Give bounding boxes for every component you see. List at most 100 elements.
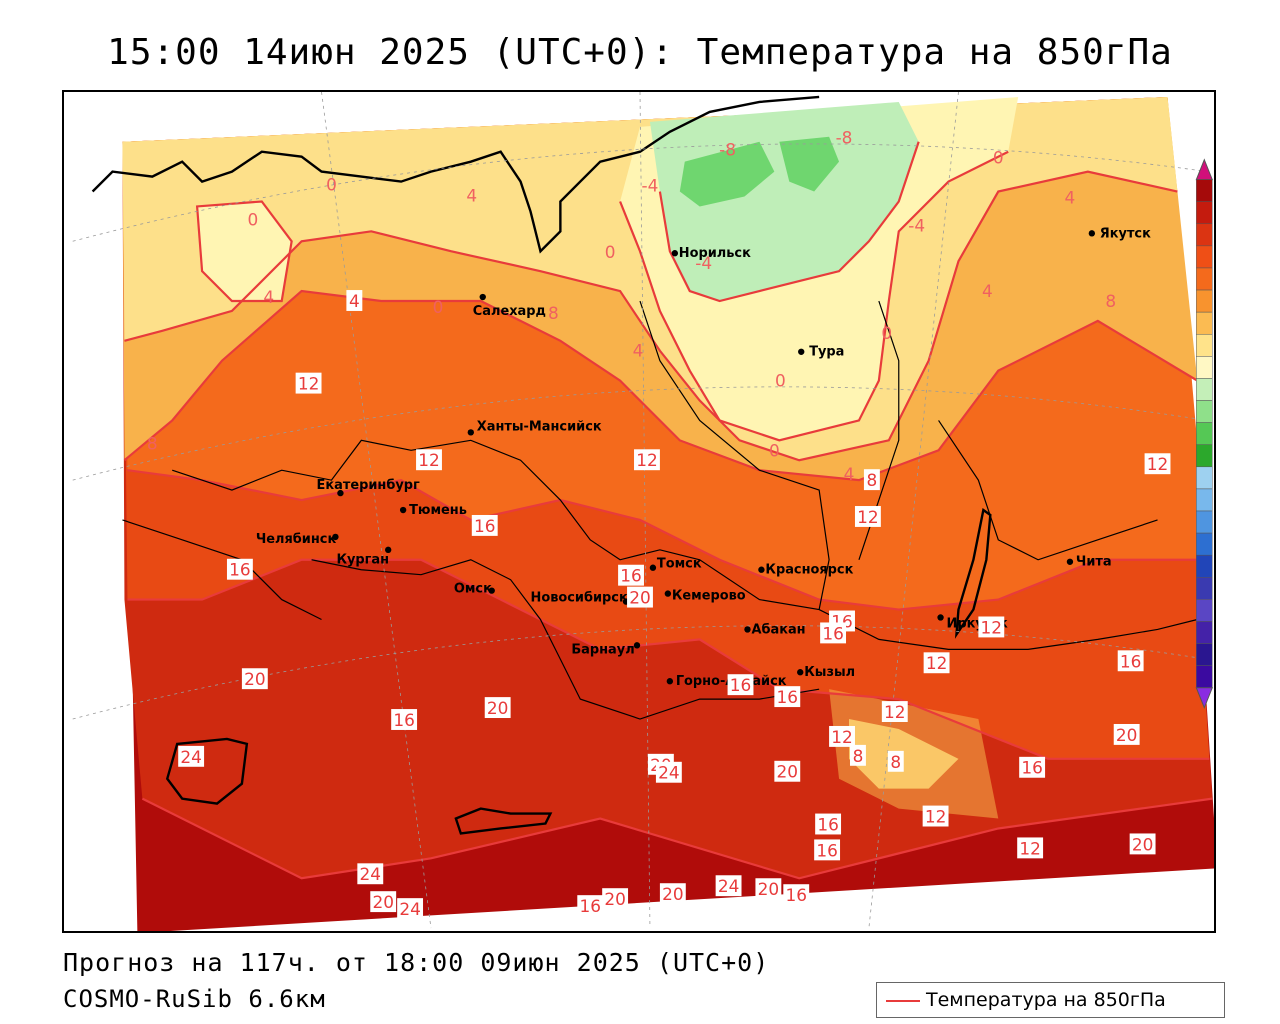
forecast-caption: Прогноз на 117ч. от 18:00 09июн 2025 (UT… bbox=[63, 948, 770, 977]
isoline-label: 12 bbox=[881, 701, 908, 722]
city-label: Новосибирск bbox=[531, 591, 628, 606]
isoline-label-box bbox=[922, 805, 949, 827]
isoline-label-text: 8 bbox=[867, 470, 878, 490]
isoline-label-box bbox=[484, 697, 511, 719]
city-dot bbox=[666, 678, 674, 685]
isoline-label-box bbox=[814, 839, 841, 861]
colorbar-swatch bbox=[1196, 510, 1213, 534]
isoline-label-box bbox=[1117, 650, 1144, 672]
colorbar: 2824201612840-4-8-12-16-20-24-28-32-36-4… bbox=[1195, 158, 1214, 710]
isoline-label-box bbox=[887, 750, 904, 772]
city-label: Томск bbox=[657, 557, 702, 572]
map-canvas[interactable]: Салехард Норильск Якутск Тура Ханты-Мансийск… bbox=[64, 92, 1214, 931]
isoline-label-text: 16 bbox=[730, 675, 752, 695]
city-label: Барнаул bbox=[571, 642, 634, 657]
map-title: 15:00 14июн 2025 (UTC+0): Температура на… bbox=[107, 32, 1173, 73]
isoline-label-text: 20 bbox=[487, 698, 509, 718]
colorbar-swatch bbox=[1196, 311, 1213, 335]
isoline-label: 12 bbox=[923, 652, 950, 673]
city-marker: Омск bbox=[454, 582, 495, 597]
colorbar-swatch bbox=[1196, 245, 1213, 269]
isoline-label: 8 bbox=[1105, 291, 1116, 311]
city-marker: Абакан bbox=[744, 622, 806, 637]
isoline-label-box bbox=[241, 668, 268, 690]
isoline-label-text: 16 bbox=[785, 885, 807, 905]
field-m4 bbox=[649, 101, 919, 302]
city-dot bbox=[467, 429, 474, 436]
colorbar-swatch bbox=[1196, 532, 1213, 556]
isoline-label: 16 bbox=[226, 558, 253, 580]
city-label: Челябинск bbox=[256, 532, 337, 547]
isoline-label: 12 bbox=[978, 616, 1005, 637]
isoline-label: 16 bbox=[820, 622, 847, 643]
legend-label: Температура на 850гПа bbox=[926, 989, 1166, 1011]
isoline-label-box bbox=[1144, 453, 1171, 475]
isoline-label-box bbox=[346, 290, 363, 311]
isoline-label: -8 bbox=[719, 140, 736, 160]
isoline-label: 16 bbox=[577, 895, 604, 916]
isoline-label: 16 bbox=[391, 709, 418, 730]
isoline-label: 12 bbox=[829, 725, 855, 747]
isoline-label-box bbox=[727, 674, 754, 696]
city-marker: Красноярск bbox=[758, 563, 854, 578]
city-label: Кызыл bbox=[804, 665, 855, 680]
isoline-label-box bbox=[774, 686, 801, 708]
colorbar-swatch bbox=[1196, 577, 1213, 600]
colorbar-swatch bbox=[1196, 267, 1213, 291]
legend-line-swatch bbox=[886, 1000, 920, 1002]
isoline-label-text: 12 bbox=[1019, 838, 1041, 858]
isoline-label-text: 16 bbox=[817, 814, 839, 834]
isoline-label: 8 bbox=[548, 303, 559, 323]
isoline-label-text: 16 bbox=[777, 687, 799, 707]
colorbar-swatch bbox=[1196, 466, 1213, 490]
isoline-label-box bbox=[1129, 833, 1156, 855]
isoline-label-box bbox=[655, 761, 682, 783]
isoline-label: -8 bbox=[836, 128, 853, 148]
isoline-label: 16 bbox=[618, 564, 644, 586]
city-label: Ханты-Мансийск bbox=[477, 419, 602, 434]
isoline-label-box bbox=[416, 449, 442, 471]
isoline-label: 20 bbox=[659, 883, 686, 905]
city-dot bbox=[385, 546, 392, 554]
isoline-label-box bbox=[829, 725, 855, 747]
isoline-label-text: 20 bbox=[777, 762, 799, 782]
isoline-label-text: 20 bbox=[662, 884, 684, 904]
isoline-label: 0 bbox=[326, 175, 337, 195]
map-panel[interactable]: Салехард Норильск Якутск Тура Ханты-Мансийск… bbox=[62, 90, 1216, 933]
city-marker: Челябинск bbox=[256, 532, 339, 547]
isoline-label-box bbox=[370, 891, 397, 913]
isoline-label-text: 20 bbox=[1132, 834, 1154, 854]
isoline-label-box bbox=[357, 863, 384, 885]
isoline-label: 16 bbox=[783, 884, 810, 905]
isoline-label-box bbox=[226, 558, 253, 580]
colorbar-top-arrow bbox=[1195, 158, 1214, 181]
isoline-label-text: 8 bbox=[853, 746, 864, 766]
city-label: Якутск bbox=[1100, 226, 1151, 241]
isoline-label-box bbox=[854, 506, 881, 527]
temperature-field bbox=[122, 96, 1214, 931]
isoline-label-text: -4 bbox=[908, 215, 925, 235]
isoline-label-text: 12 bbox=[925, 807, 947, 827]
isoline-label: 20 bbox=[370, 891, 397, 913]
city-marker: Чита bbox=[1066, 555, 1112, 570]
city-marker: Горно-Алтайск bbox=[666, 674, 787, 689]
isoline-label-text: 0 bbox=[769, 440, 780, 460]
city-dot bbox=[937, 614, 944, 621]
isoline-label-text: 4 bbox=[844, 464, 855, 484]
colorbar-swatch bbox=[1196, 201, 1213, 225]
city-label: Екатеринбург bbox=[317, 478, 420, 493]
isoline-label: 20 bbox=[602, 888, 629, 910]
isoline-label-text: 16 bbox=[1120, 651, 1142, 671]
city-marker: Норильск bbox=[671, 246, 751, 261]
isoline-label-box bbox=[881, 701, 908, 722]
colorbar-swatch bbox=[1196, 179, 1213, 202]
isoline-label-text: 4 bbox=[349, 291, 360, 311]
isoline-label-text: 12 bbox=[857, 507, 879, 527]
colorbar-swatch bbox=[1196, 422, 1213, 445]
isoline-label-box bbox=[602, 888, 629, 910]
isoline-label-text: -4 bbox=[695, 253, 712, 273]
isoline-label: 4 bbox=[466, 185, 477, 205]
isoline-label: 0 bbox=[993, 148, 1004, 168]
isoline-label: 8 bbox=[887, 750, 904, 772]
isoline-label-box bbox=[659, 883, 686, 905]
